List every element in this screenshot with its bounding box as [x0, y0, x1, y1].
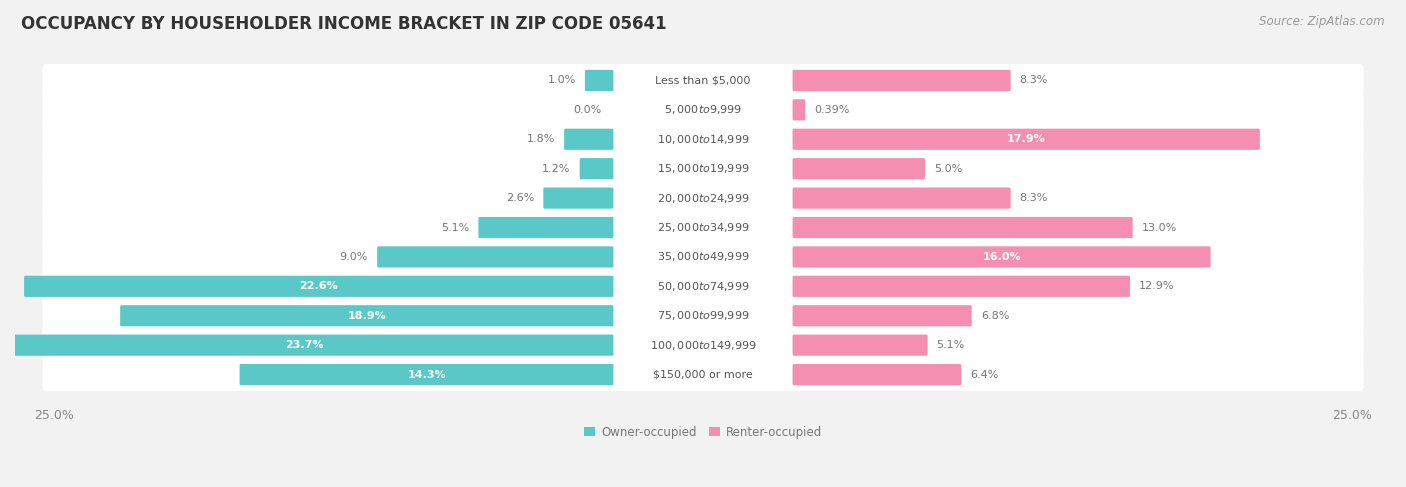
FancyBboxPatch shape [793, 305, 972, 326]
FancyBboxPatch shape [42, 300, 1364, 332]
FancyBboxPatch shape [42, 270, 1364, 303]
Text: 6.4%: 6.4% [970, 370, 998, 379]
FancyBboxPatch shape [120, 305, 613, 326]
FancyBboxPatch shape [24, 276, 613, 297]
Text: 0.0%: 0.0% [574, 105, 602, 115]
Text: $10,000 to $14,999: $10,000 to $14,999 [657, 133, 749, 146]
Text: $150,000 or more: $150,000 or more [654, 370, 752, 379]
Text: 5.0%: 5.0% [934, 164, 962, 174]
FancyBboxPatch shape [793, 364, 962, 385]
Text: 12.9%: 12.9% [1139, 281, 1174, 291]
FancyBboxPatch shape [239, 364, 613, 385]
FancyBboxPatch shape [0, 335, 613, 356]
Text: 5.1%: 5.1% [936, 340, 965, 350]
FancyBboxPatch shape [42, 358, 1364, 391]
Text: 0.39%: 0.39% [814, 105, 849, 115]
Text: 5.1%: 5.1% [441, 223, 470, 232]
Text: $5,000 to $9,999: $5,000 to $9,999 [664, 103, 742, 116]
Text: 18.9%: 18.9% [347, 311, 387, 321]
FancyBboxPatch shape [42, 94, 1364, 126]
Text: $25,000 to $34,999: $25,000 to $34,999 [657, 221, 749, 234]
Text: OCCUPANCY BY HOUSEHOLDER INCOME BRACKET IN ZIP CODE 05641: OCCUPANCY BY HOUSEHOLDER INCOME BRACKET … [21, 15, 666, 33]
FancyBboxPatch shape [42, 123, 1364, 156]
FancyBboxPatch shape [793, 335, 928, 356]
FancyBboxPatch shape [579, 158, 613, 179]
Text: 13.0%: 13.0% [1142, 223, 1177, 232]
Text: 16.0%: 16.0% [983, 252, 1021, 262]
Text: 22.6%: 22.6% [299, 281, 337, 291]
FancyBboxPatch shape [42, 152, 1364, 185]
FancyBboxPatch shape [793, 99, 806, 120]
FancyBboxPatch shape [42, 329, 1364, 362]
Text: 9.0%: 9.0% [340, 252, 368, 262]
FancyBboxPatch shape [42, 241, 1364, 273]
Text: 8.3%: 8.3% [1019, 75, 1047, 85]
Text: 8.3%: 8.3% [1019, 193, 1047, 203]
FancyBboxPatch shape [42, 182, 1364, 215]
Text: $100,000 to $149,999: $100,000 to $149,999 [650, 338, 756, 352]
Legend: Owner-occupied, Renter-occupied: Owner-occupied, Renter-occupied [579, 421, 827, 444]
Text: 1.8%: 1.8% [527, 134, 555, 144]
FancyBboxPatch shape [793, 246, 1211, 267]
Text: $50,000 to $74,999: $50,000 to $74,999 [657, 280, 749, 293]
Text: 14.3%: 14.3% [408, 370, 446, 379]
FancyBboxPatch shape [377, 246, 613, 267]
Text: Less than $5,000: Less than $5,000 [655, 75, 751, 85]
Text: Source: ZipAtlas.com: Source: ZipAtlas.com [1260, 15, 1385, 28]
Text: 23.7%: 23.7% [285, 340, 323, 350]
Text: 1.2%: 1.2% [543, 164, 571, 174]
Text: 1.0%: 1.0% [547, 75, 576, 85]
FancyBboxPatch shape [793, 217, 1133, 238]
FancyBboxPatch shape [564, 129, 613, 150]
Text: $20,000 to $24,999: $20,000 to $24,999 [657, 191, 749, 205]
FancyBboxPatch shape [42, 64, 1364, 97]
FancyBboxPatch shape [793, 70, 1011, 91]
FancyBboxPatch shape [793, 276, 1130, 297]
Text: $35,000 to $49,999: $35,000 to $49,999 [657, 250, 749, 263]
Text: $15,000 to $19,999: $15,000 to $19,999 [657, 162, 749, 175]
FancyBboxPatch shape [585, 70, 613, 91]
FancyBboxPatch shape [793, 158, 925, 179]
Text: 17.9%: 17.9% [1007, 134, 1046, 144]
FancyBboxPatch shape [793, 187, 1011, 209]
FancyBboxPatch shape [793, 129, 1260, 150]
Text: 2.6%: 2.6% [506, 193, 534, 203]
Text: $75,000 to $99,999: $75,000 to $99,999 [657, 309, 749, 322]
Text: 6.8%: 6.8% [981, 311, 1010, 321]
FancyBboxPatch shape [478, 217, 613, 238]
FancyBboxPatch shape [42, 211, 1364, 244]
FancyBboxPatch shape [543, 187, 613, 209]
